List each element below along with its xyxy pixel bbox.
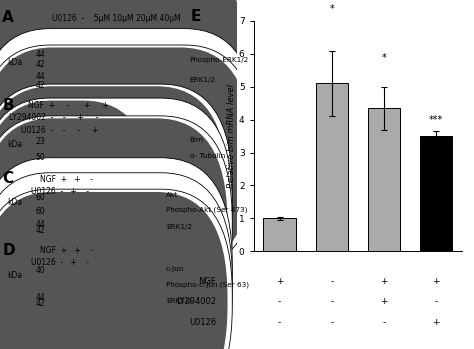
Text: A: A <box>2 10 14 25</box>
Text: +: + <box>380 277 388 286</box>
Text: NGF  +   +    -: NGF + + - <box>40 174 93 184</box>
Text: +: + <box>380 297 388 306</box>
Text: LY294002: LY294002 <box>176 297 216 306</box>
Text: Phospho-ERK1/2: Phospho-ERK1/2 <box>190 57 249 63</box>
Text: U0126  -    5μM 10μM 20μM 40μM: U0126 - 5μM 10μM 20μM 40μM <box>52 14 181 23</box>
Text: E: E <box>191 9 201 24</box>
Y-axis label: Relative bim mRNA level: Relative bim mRNA level <box>227 84 236 188</box>
FancyBboxPatch shape <box>84 134 115 148</box>
FancyBboxPatch shape <box>0 101 154 319</box>
FancyBboxPatch shape <box>115 134 141 148</box>
Text: *: * <box>382 53 386 63</box>
Text: NGF  +     -      +     +: NGF + - + + <box>28 101 109 110</box>
Bar <box>368 108 400 251</box>
Text: *: * <box>329 4 334 14</box>
FancyBboxPatch shape <box>51 279 79 292</box>
Bar <box>420 136 452 251</box>
Text: -: - <box>278 297 281 306</box>
FancyBboxPatch shape <box>80 263 110 276</box>
Text: 50: 50 <box>36 153 46 162</box>
FancyBboxPatch shape <box>0 86 228 305</box>
FancyBboxPatch shape <box>56 134 82 148</box>
Bar <box>264 218 296 251</box>
Text: +: + <box>432 277 440 286</box>
FancyBboxPatch shape <box>0 84 232 307</box>
Text: ERK1/2: ERK1/2 <box>166 224 192 230</box>
Text: NGF: NGF <box>198 277 216 286</box>
Text: 44: 44 <box>36 50 46 59</box>
Text: 42: 42 <box>36 81 45 90</box>
Text: 60: 60 <box>36 193 46 202</box>
Text: -: - <box>278 318 281 327</box>
Text: -: - <box>330 318 333 327</box>
Text: ***: *** <box>429 114 443 125</box>
Text: U0126: U0126 <box>189 318 216 327</box>
FancyBboxPatch shape <box>110 263 157 276</box>
Text: Bim: Bim <box>190 137 204 143</box>
FancyBboxPatch shape <box>0 158 232 349</box>
FancyBboxPatch shape <box>0 0 256 174</box>
Text: 40: 40 <box>36 266 46 275</box>
Bar <box>316 83 348 251</box>
Text: 60: 60 <box>36 207 46 216</box>
Text: 44: 44 <box>36 293 46 302</box>
FancyBboxPatch shape <box>0 47 251 266</box>
Text: LY294002  -    -     +     -: LY294002 - - + - <box>9 113 99 122</box>
Text: -: - <box>383 318 385 327</box>
Text: -: - <box>435 297 438 306</box>
FancyBboxPatch shape <box>0 0 154 171</box>
Text: 42: 42 <box>36 226 45 235</box>
Text: C: C <box>2 171 13 186</box>
Text: 44: 44 <box>36 220 46 229</box>
Text: kDa: kDa <box>7 198 22 207</box>
Text: ERK1/2: ERK1/2 <box>190 77 216 83</box>
Text: U0126  -    -     -     +: U0126 - - - + <box>21 126 99 135</box>
Text: U0126  -   +    -: U0126 - + - <box>31 187 89 196</box>
FancyBboxPatch shape <box>0 192 228 349</box>
FancyBboxPatch shape <box>51 263 79 276</box>
Text: B: B <box>2 98 14 113</box>
Text: -: - <box>330 297 333 306</box>
FancyBboxPatch shape <box>0 118 228 337</box>
Text: 42: 42 <box>36 299 45 308</box>
Text: NGF  +   +    -: NGF + + - <box>40 246 93 255</box>
Text: -: - <box>330 277 333 286</box>
Text: 42: 42 <box>36 60 45 69</box>
FancyBboxPatch shape <box>0 116 232 339</box>
FancyBboxPatch shape <box>0 45 256 268</box>
Text: Akt: Akt <box>166 192 178 199</box>
Text: ERK1/2: ERK1/2 <box>166 298 192 304</box>
Text: kDa: kDa <box>7 140 22 149</box>
Text: Phospho-c-Jun (Ser 63): Phospho-c-Jun (Ser 63) <box>166 281 249 288</box>
FancyBboxPatch shape <box>0 29 256 252</box>
Text: D: D <box>2 243 15 258</box>
FancyBboxPatch shape <box>0 0 256 194</box>
FancyBboxPatch shape <box>0 189 232 349</box>
Text: kDa: kDa <box>7 58 22 67</box>
FancyBboxPatch shape <box>0 173 232 349</box>
Text: 44: 44 <box>36 72 46 81</box>
FancyBboxPatch shape <box>143 134 169 148</box>
Text: kDa: kDa <box>7 271 22 280</box>
FancyBboxPatch shape <box>0 98 232 321</box>
FancyBboxPatch shape <box>0 0 251 191</box>
Text: α- Tubulin: α- Tubulin <box>190 153 225 159</box>
Text: +: + <box>432 318 440 327</box>
Text: 23: 23 <box>36 137 45 146</box>
Text: c-Jun: c-Jun <box>166 266 184 273</box>
FancyBboxPatch shape <box>80 279 110 292</box>
Text: Phospho-Akt (Ser 473): Phospho-Akt (Ser 473) <box>166 206 247 213</box>
Text: +: + <box>276 277 283 286</box>
Text: U0126  -   +    -: U0126 - + - <box>31 258 89 267</box>
